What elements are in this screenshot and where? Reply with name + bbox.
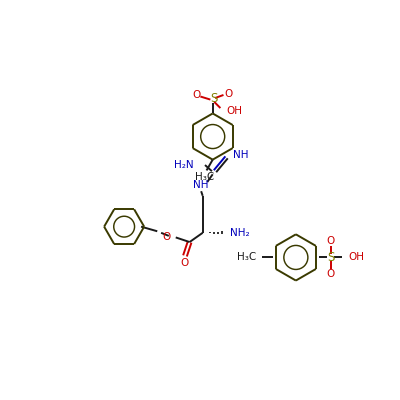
Text: NH: NH: [194, 180, 209, 190]
Text: H₃C: H₃C: [195, 172, 215, 182]
Text: OH: OH: [226, 106, 242, 116]
Text: OH: OH: [348, 252, 364, 262]
Text: O: O: [163, 232, 171, 242]
Text: H₃C: H₃C: [236, 252, 256, 262]
Text: H₂N: H₂N: [174, 160, 194, 170]
Text: NH₂: NH₂: [230, 228, 249, 238]
Text: O: O: [326, 236, 335, 246]
Text: O: O: [180, 258, 188, 268]
Text: O: O: [192, 90, 201, 100]
Text: O: O: [326, 269, 335, 279]
Text: S: S: [210, 92, 217, 104]
Text: O: O: [224, 89, 232, 99]
Text: NH: NH: [233, 150, 248, 160]
Text: S: S: [327, 251, 334, 264]
